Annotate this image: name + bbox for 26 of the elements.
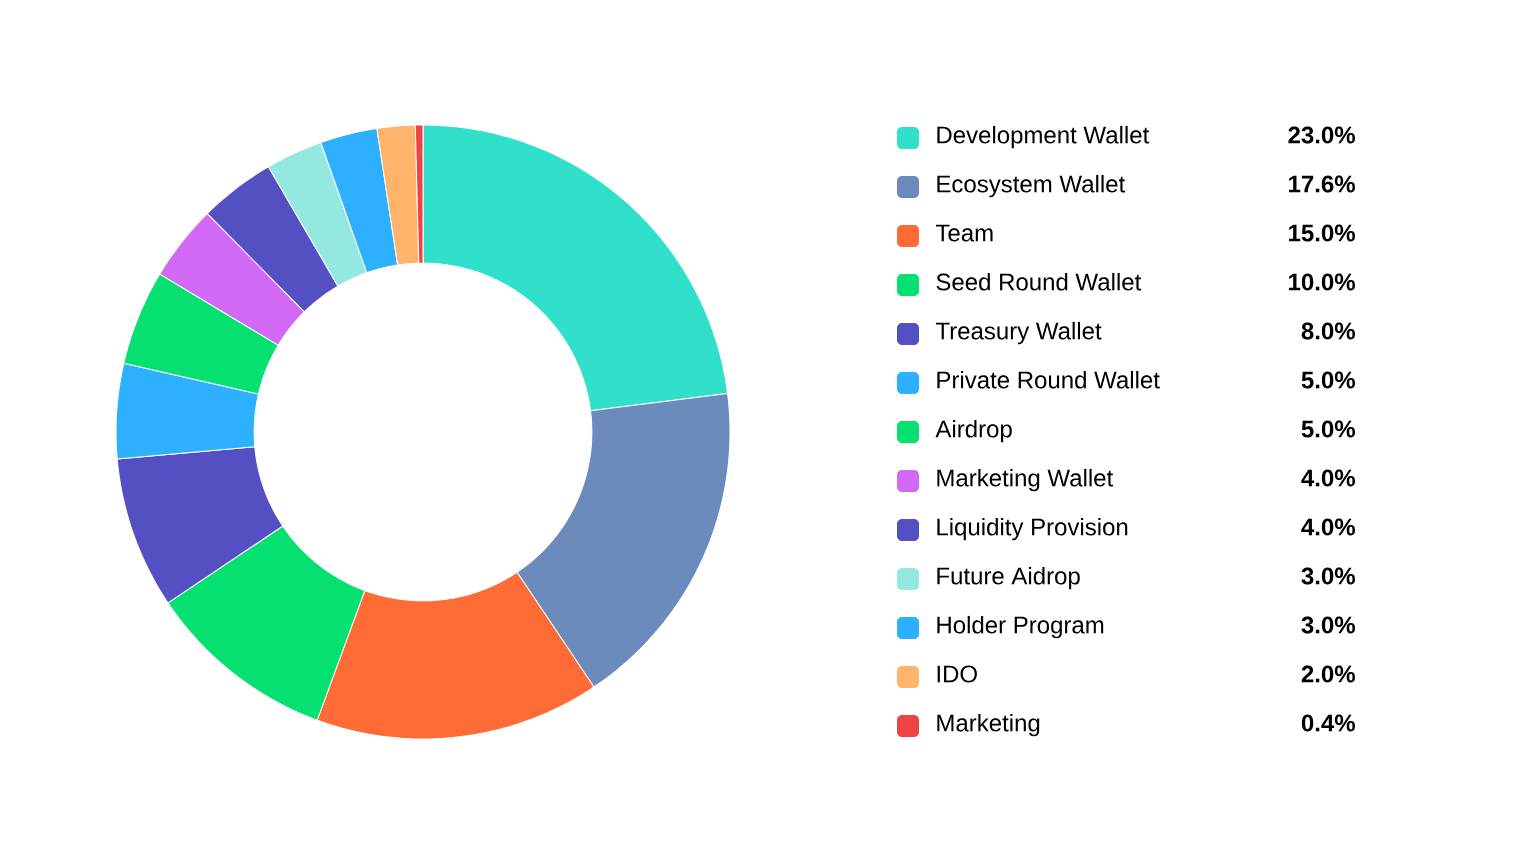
- legend-label: Liquidity Provision: [937, 517, 1128, 541]
- data-label: 10.0%: [1289, 273, 1355, 291]
- data-label: 4.0%: [1301, 518, 1355, 536]
- legend-label: Marketing Wallet: [937, 468, 1114, 492]
- data-label: 2.0%: [1301, 665, 1355, 683]
- legend-label: Development Wallet: [937, 125, 1150, 149]
- data-label: 4.0%: [1301, 469, 1355, 487]
- legend-label: Holder Program: [937, 615, 1104, 639]
- legend-label: Team: [935, 224, 993, 242]
- legend-label: Private Round Wallet: [937, 370, 1160, 389]
- data-label: 15.0%: [1289, 224, 1355, 242]
- legend-label: Ecosystem Wallet: [937, 174, 1126, 198]
- data-label: 0.4%: [1301, 714, 1355, 732]
- data-label: 3.0%: [1301, 567, 1355, 585]
- data-label: 17.6%: [1289, 175, 1355, 193]
- legend-label: Airdrop: [935, 419, 1012, 443]
- legend-label: Treasury Wallet: [935, 321, 1102, 345]
- legend-label: Marketing: [937, 713, 1040, 737]
- data-label: 5.0%: [1301, 420, 1355, 438]
- data-label: 23.0%: [1288, 126, 1355, 144]
- data-label: 8.0%: [1301, 322, 1355, 340]
- legend-label: IDO: [937, 665, 977, 683]
- legend-label: Future Aidrop: [937, 566, 1080, 590]
- data-label: 5.0%: [1301, 371, 1355, 389]
- data-label: 3.0%: [1301, 616, 1355, 634]
- legend-label: Seed Round Wallet: [936, 272, 1142, 291]
